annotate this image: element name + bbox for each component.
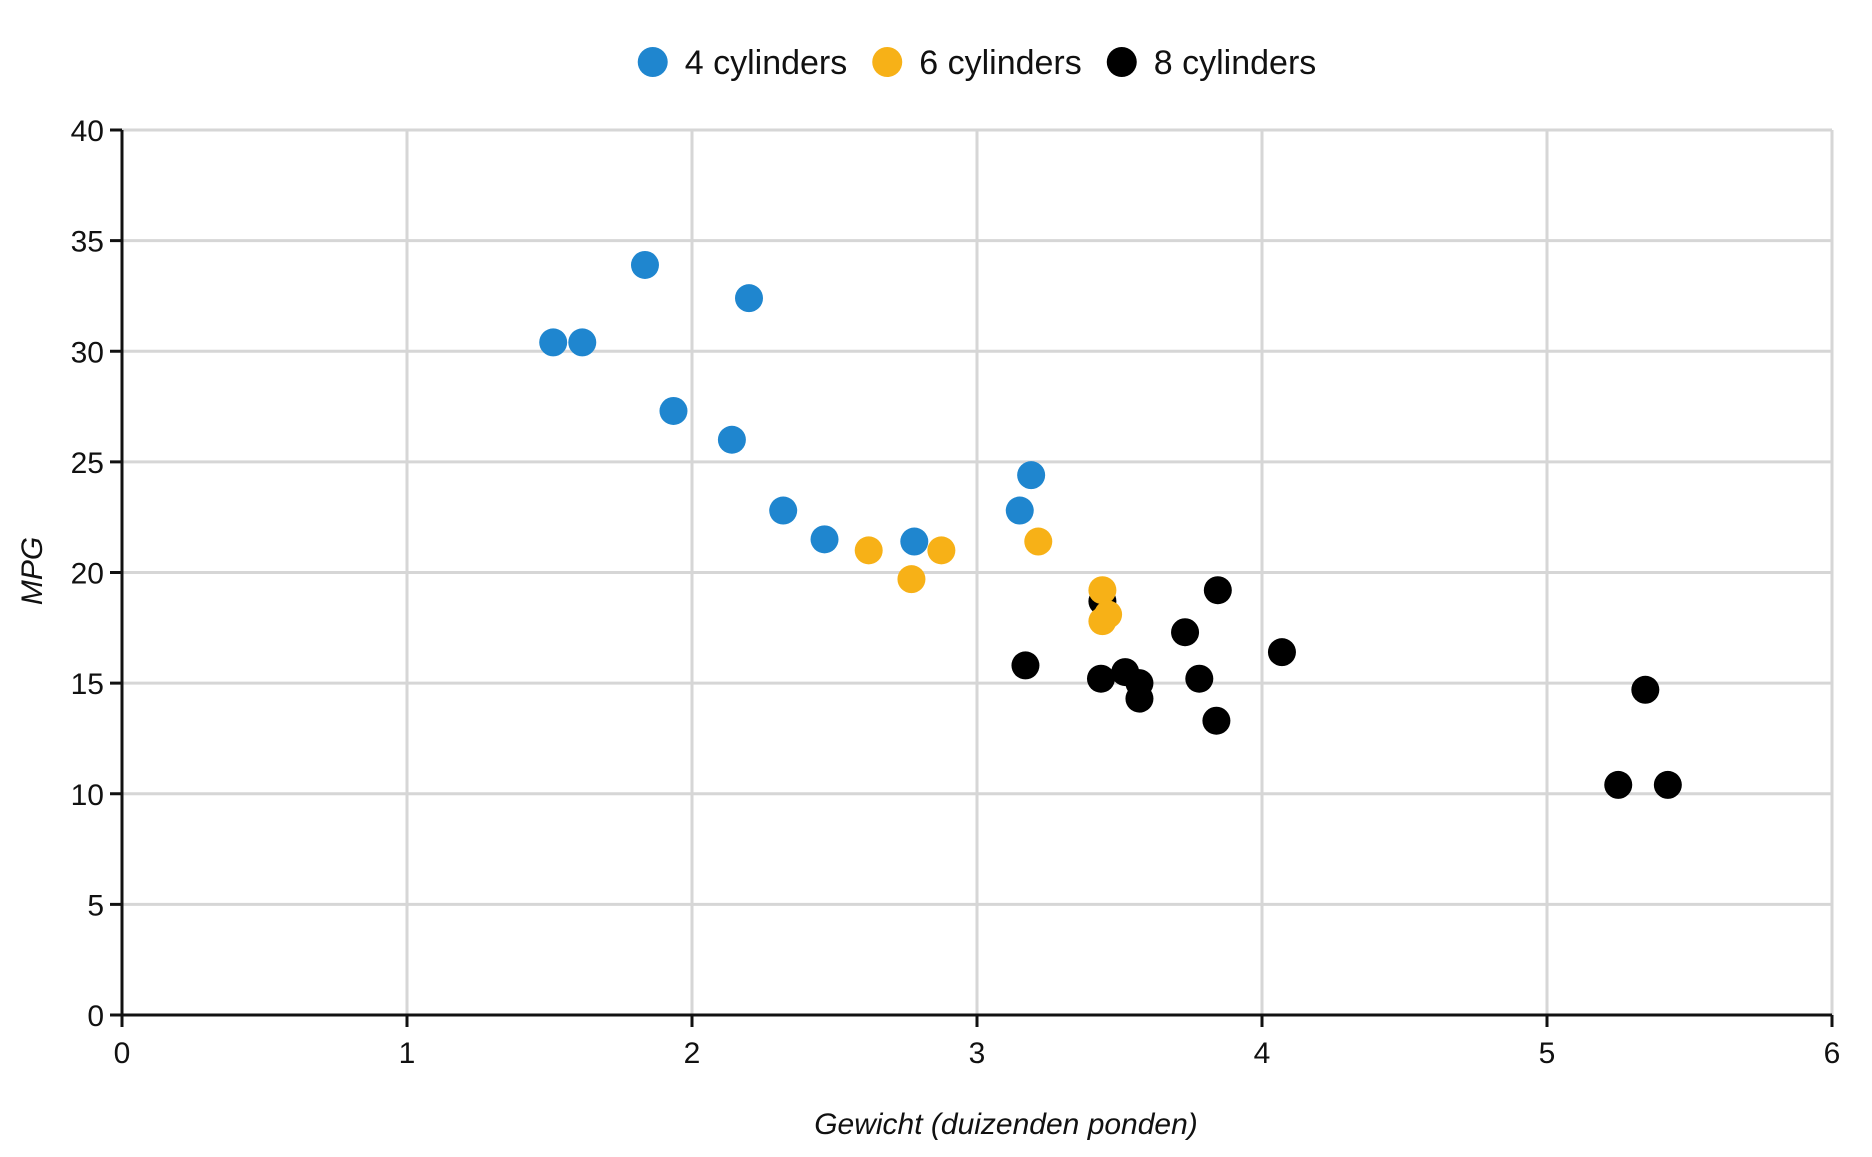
data-point-8-cylinders <box>1171 618 1200 647</box>
data-point-8-cylinders <box>1011 651 1040 680</box>
x-tick-label: 4 <box>1254 1037 1271 1070</box>
legend-label: 8 cylinders <box>1154 44 1317 82</box>
data-point-4-cylinders <box>539 328 568 357</box>
data-points <box>539 250 1682 799</box>
data-point-8-cylinders <box>1086 664 1115 693</box>
data-point-4-cylinders <box>568 328 597 357</box>
x-tick-label: 6 <box>1824 1037 1841 1070</box>
y-tick-label: 25 <box>71 447 104 480</box>
data-point-6-cylinders <box>897 565 926 594</box>
y-axis-title: MPG <box>16 537 49 605</box>
y-tick-label: 10 <box>71 779 104 812</box>
data-point-4-cylinders <box>900 527 929 556</box>
legend-marker <box>1106 47 1137 77</box>
legend-item: 4 cylinders <box>637 44 848 82</box>
data-point-4-cylinders <box>1005 496 1034 525</box>
data-point-4-cylinders <box>659 396 688 425</box>
data-point-8-cylinders <box>1653 770 1682 799</box>
data-point-8-cylinders <box>1185 664 1214 693</box>
x-tick-label: 3 <box>969 1037 986 1070</box>
legend-marker <box>637 47 668 77</box>
y-tick-label: 40 <box>71 115 104 148</box>
legend-marker <box>872 47 903 77</box>
data-point-4-cylinders <box>769 496 798 525</box>
data-point-8-cylinders <box>1631 675 1660 704</box>
y-tick-label: 20 <box>71 558 104 591</box>
gridlines <box>122 128 1834 1015</box>
data-point-8-cylinders <box>1125 684 1154 713</box>
x-tick-label: 1 <box>399 1037 416 1070</box>
y-tick-label: 15 <box>71 668 104 701</box>
data-point-6-cylinders <box>1024 527 1053 556</box>
x-tick-label: 5 <box>1539 1037 1556 1070</box>
legend: 4 cylinders 6 cylinders 8 cylinders <box>637 44 1317 82</box>
y-tick-label: 0 <box>87 1000 104 1033</box>
data-point-4-cylinders <box>735 284 763 313</box>
data-point-8-cylinders <box>1203 576 1232 605</box>
data-point-8-cylinders <box>1202 706 1231 735</box>
x-axis-ticks: 0 1 2 3 4 5 6 <box>114 1015 1841 1070</box>
data-point-6-cylinders <box>927 536 956 565</box>
x-tick-label: 0 <box>114 1037 131 1070</box>
data-point-8-cylinders <box>1267 638 1296 667</box>
data-point-4-cylinders <box>717 425 746 454</box>
y-tick-label: 30 <box>71 336 104 369</box>
data-point-4-cylinders <box>1017 461 1046 490</box>
data-point-4-cylinders <box>630 250 659 279</box>
data-point-6-cylinders <box>1088 576 1117 605</box>
y-tick-label: 35 <box>71 226 104 259</box>
y-axis-ticks: 0 5 10 15 20 25 30 35 40 <box>71 115 122 1033</box>
y-tick-label: 5 <box>87 889 104 922</box>
data-point-6-cylinders <box>1094 600 1123 629</box>
data-point-6-cylinders <box>854 536 883 565</box>
legend-item: 8 cylinders <box>1106 44 1317 82</box>
data-point-4-cylinders <box>810 525 839 554</box>
x-axis-title: Gewicht (duizenden ponden) <box>814 1108 1198 1141</box>
x-tick-label: 2 <box>684 1037 701 1070</box>
legend-item: 6 cylinders <box>872 44 1082 82</box>
legend-label: 6 cylinders <box>919 44 1082 82</box>
legend-label: 4 cylinders <box>685 44 848 82</box>
data-point-8-cylinders <box>1604 770 1633 799</box>
